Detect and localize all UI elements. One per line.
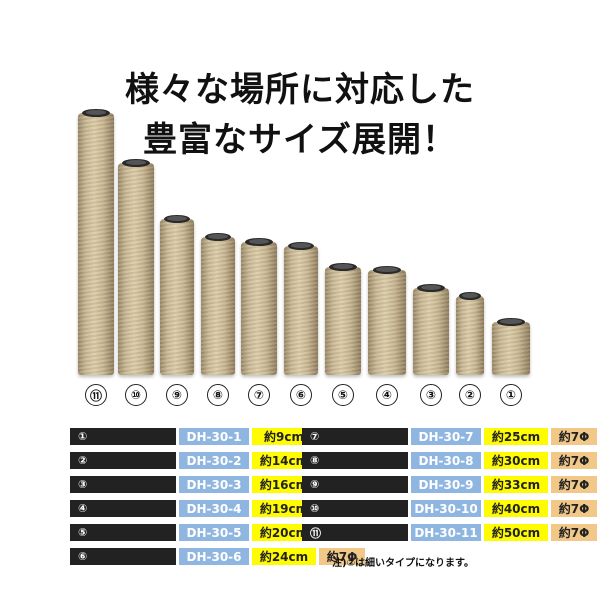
spec-row: ③DH-30-3約16cm約7Φ: [70, 476, 368, 493]
post-cap-hole: [420, 285, 442, 290]
spec-length: 約40cm: [484, 500, 548, 517]
spec-row: ⑪ DH-30-11 約50cm 約7Φ: [302, 524, 600, 541]
spec-length: 約50cm: [484, 524, 548, 541]
spec-row: ⑨ DH-30-9 約33cm 約7Φ: [302, 476, 600, 493]
post-number-label: ①: [500, 384, 522, 406]
post-number-label: ⑦: [248, 384, 270, 406]
headline-line-2: 豊富なサイズ展開！: [143, 120, 457, 160]
sisal-post: [201, 233, 235, 375]
spec-length: 約16cm: [252, 476, 316, 493]
note-text: 注)②は細いタイプになります。: [332, 558, 475, 569]
post-cap-hole: [291, 243, 311, 248]
post-number-label: ⑥: [290, 384, 312, 406]
spec-model-code: DH-30-10: [411, 500, 481, 517]
spec-diameter: 約7Φ: [551, 476, 597, 493]
post-number-label: ⑧: [207, 384, 229, 406]
post-cap-hole: [376, 267, 398, 272]
post-number-label: ⑪: [85, 384, 107, 406]
spec-diameter: 約7Φ: [551, 452, 597, 469]
spec-diameter: 約7Φ: [551, 524, 597, 541]
spec-row: ⑩ DH-30-10 約40cm 約7Φ: [302, 500, 600, 517]
spec-model-code: DH-30-6: [179, 548, 249, 565]
spec-row: ⑧ DH-30-8 約30cm 約7Φ: [302, 452, 600, 469]
spec-length: 約33cm: [484, 476, 548, 493]
spec-model-code: DH-30-3: [179, 476, 249, 493]
post-number-label: ⑩: [125, 384, 147, 406]
post-number-label: ②: [459, 384, 481, 406]
spec-index: ⑩: [302, 500, 408, 517]
post-cap-hole: [332, 264, 354, 269]
spec-index: ⑦: [302, 428, 408, 445]
sisal-post: [160, 215, 194, 375]
spec-model-code: DH-30-2: [179, 452, 249, 469]
spec-index: ①: [70, 428, 176, 445]
post-number-label: ③: [420, 384, 442, 406]
sisal-post: [118, 159, 154, 375]
spec-length: 約14cm: [252, 452, 316, 469]
post-number-label: ④: [376, 384, 398, 406]
sisal-post: [492, 318, 530, 375]
post-cap-hole: [208, 234, 228, 239]
spec-index: ⑧: [302, 452, 408, 469]
spec-model-code: DH-30-11: [411, 524, 481, 541]
post-number-label: ⑨: [166, 384, 188, 406]
spec-length: 約24cm: [252, 548, 316, 565]
spec-diameter: 約7Φ: [319, 548, 365, 565]
sisal-post: [78, 109, 114, 375]
sisal-post: [456, 292, 484, 375]
post-cap-hole: [248, 239, 270, 244]
post-cap-hole: [462, 293, 478, 298]
spec-index: ②: [70, 452, 176, 469]
sisal-post: [284, 242, 318, 375]
spec-model-code: DH-30-8: [411, 452, 481, 469]
headline-line-1: 様々な場所に対応した: [125, 70, 475, 110]
post-cap-hole: [85, 110, 107, 115]
spec-index: ③: [70, 476, 176, 493]
spec-diameter: 約7Φ: [551, 428, 597, 445]
spec-index: ④: [70, 500, 176, 517]
spec-model-code: DH-30-5: [179, 524, 249, 541]
spec-length: 約19cm: [252, 500, 316, 517]
post-number-label: ⑤: [332, 384, 354, 406]
post-cap-hole: [167, 216, 187, 221]
spec-index: ⑪: [302, 524, 408, 541]
spec-row: ⑥ DH-30-6 約24cm 約7Φ: [70, 548, 368, 565]
post-cap-hole: [500, 319, 522, 324]
spec-row: ⑦ DH-30-7 約25cm 約7Φ: [302, 428, 600, 445]
spec-index: ⑤: [70, 524, 176, 541]
sisal-post: [325, 263, 361, 375]
spec-index: ⑥: [70, 548, 176, 565]
spec-model-code: DH-30-7: [411, 428, 481, 445]
sisal-post: [368, 266, 406, 375]
sisal-post: [413, 284, 449, 375]
spec-model-code: DH-30-9: [411, 476, 481, 493]
post-cap-hole: [125, 160, 147, 165]
spec-length: 約25cm: [484, 428, 548, 445]
spec-diameter: 約7Φ: [551, 500, 597, 517]
spec-length: 約9cm: [252, 428, 316, 445]
spec-length: 約20cm: [252, 524, 316, 541]
spec-model-code: DH-30-4: [179, 500, 249, 517]
spec-length: 約30cm: [484, 452, 548, 469]
sisal-post: [241, 238, 277, 375]
spec-index: ⑨: [302, 476, 408, 493]
spec-model-code: DH-30-1: [179, 428, 249, 445]
